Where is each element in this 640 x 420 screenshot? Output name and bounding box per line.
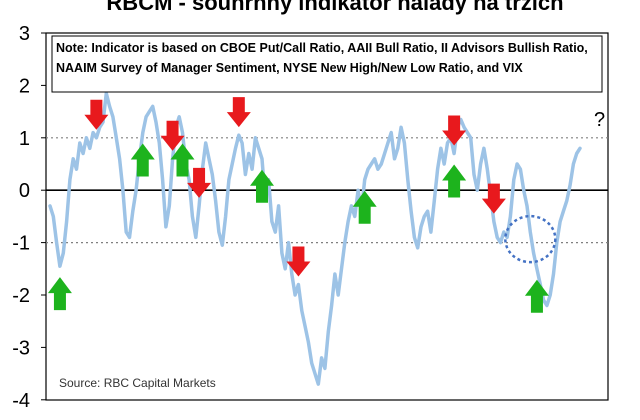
- y-tick-label: 3: [19, 23, 30, 45]
- series-layer: [48, 91, 582, 386]
- red-down-arrow: [84, 99, 109, 130]
- y-tick-label: 0: [19, 180, 30, 202]
- red-down-arrow: [481, 183, 506, 214]
- y-tick-label: -3: [12, 337, 30, 359]
- y-tick-label: -2: [12, 285, 30, 307]
- dashed-circle-annotation: [504, 214, 557, 264]
- source-label: Source: RBC Capital Markets: [59, 376, 216, 390]
- red-down-arrow: [187, 167, 212, 198]
- arrow-annotations: [47, 97, 549, 313]
- y-tick-label: -4: [12, 390, 30, 412]
- green-up-arrow: [352, 190, 377, 224]
- green-up-arrow: [524, 279, 549, 313]
- sentiment-series-line: [48, 91, 582, 386]
- y-tick-label: 2: [19, 75, 30, 97]
- green-up-arrow: [170, 143, 195, 177]
- y-tick-label: -1: [12, 233, 30, 255]
- red-down-arrow: [160, 120, 185, 151]
- red-down-arrow: [286, 246, 311, 277]
- note-box: [51, 35, 603, 93]
- y-axis-ticks: 3 2 1 0 -1 -2 -3 -4: [12, 23, 46, 412]
- green-up-arrow: [250, 169, 274, 203]
- question-mark: ?: [594, 109, 605, 131]
- green-up-arrow: [442, 164, 467, 198]
- red-down-arrow: [442, 115, 467, 146]
- note-line-2: NAAIM Survey of Manager Sentiment, NYSE …: [56, 61, 523, 75]
- circle-annotation-layer: [504, 214, 557, 264]
- plot-frame: [45, 32, 609, 401]
- green-up-arrow: [47, 277, 72, 311]
- y-tick-label: 1: [19, 128, 30, 150]
- red-down-arrow: [226, 97, 251, 128]
- green-up-arrow: [130, 143, 155, 177]
- chart-title: RBCM - souhrnný indikátor nálady na trzí…: [106, 0, 563, 15]
- note-line-1: Note: Indicator is based on CBOE Put/Cal…: [56, 41, 588, 55]
